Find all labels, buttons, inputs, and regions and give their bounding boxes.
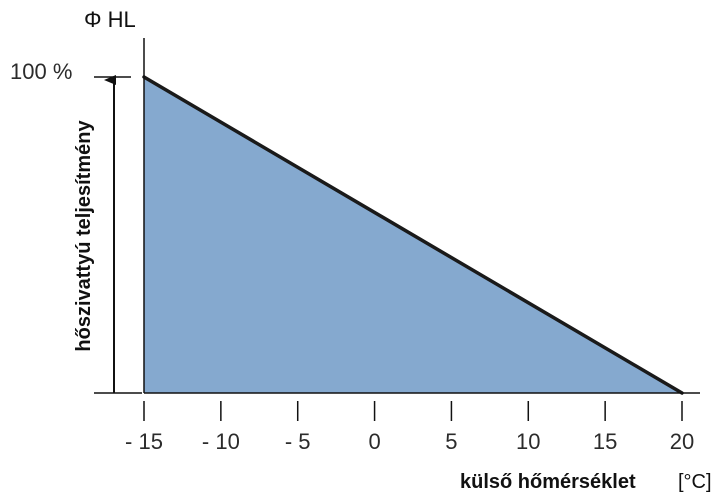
x-tick-label: 20 [670,429,694,454]
x-tick-label: 10 [516,429,540,454]
x-ticks: - 15 - 10 - 5 0 5 10 15 20 [125,401,694,454]
x-tick-label: - 15 [125,429,163,454]
y-max-label: 100 % [10,59,72,84]
series-line [142,75,684,395]
x-tick-label: 0 [368,429,380,454]
x-tick-label: - 5 [285,429,311,454]
x-axis-label: külső hőmérséklet [460,471,636,493]
x-axis-unit: [°C] [678,471,712,493]
x-tick-label: 5 [445,429,457,454]
y-axis-label: hőszivattyú teljesítmény [73,120,95,352]
y-axis-title: Φ HL [84,7,136,32]
x-tick-label: 15 [593,429,617,454]
plot-area [142,75,684,395]
x-tick-label: - 10 [202,429,240,454]
